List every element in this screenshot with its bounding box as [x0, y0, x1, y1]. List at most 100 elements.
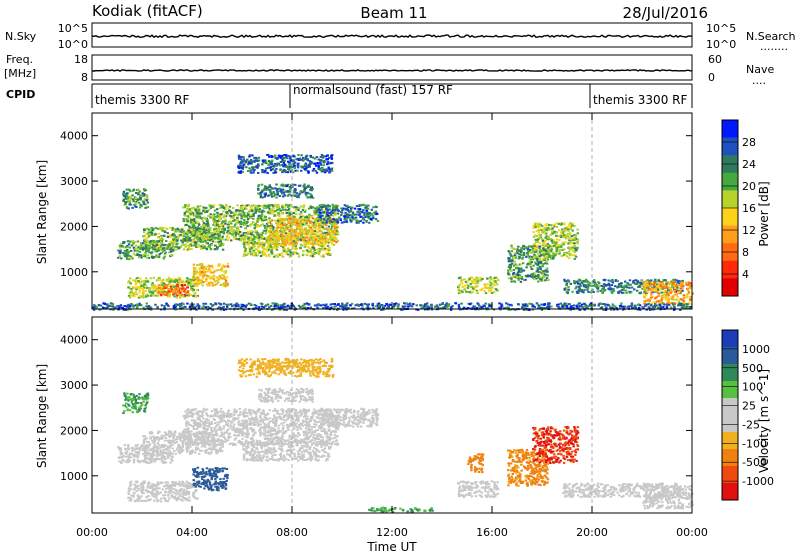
power-cell [196, 239, 200, 242]
power-cell [205, 248, 208, 251]
power-cell [250, 162, 253, 165]
power-cell [251, 168, 255, 171]
power-cell [675, 290, 679, 293]
power-cell [554, 254, 557, 257]
power-cell [545, 257, 548, 260]
power-cell [306, 158, 309, 160]
power-cell [520, 271, 523, 274]
power-cell [131, 206, 134, 209]
power-cell [233, 214, 236, 217]
power-cell [177, 286, 180, 289]
power-cell [132, 279, 135, 282]
power-cell [192, 223, 195, 226]
power-cell [277, 206, 281, 208]
power-cell [173, 292, 177, 295]
power-cell [547, 236, 550, 238]
power-cell [351, 206, 354, 209]
power-cell [133, 241, 137, 243]
power-cell [242, 160, 245, 163]
power-cell [264, 193, 267, 196]
power-cell [146, 280, 149, 283]
power-cell [288, 243, 291, 246]
power-cell [248, 170, 251, 173]
power-cell [188, 248, 191, 250]
power-cell [510, 276, 513, 279]
power-cell [190, 285, 193, 288]
power-cell [334, 238, 338, 241]
power-cell [476, 280, 479, 283]
power-cell [637, 286, 640, 288]
power-cell [221, 243, 225, 245]
power-cell [267, 253, 271, 256]
power-cell [140, 296, 143, 298]
power-cell [165, 291, 169, 294]
power-cell [210, 204, 213, 207]
power-cell [311, 246, 314, 249]
power-cell [313, 237, 316, 240]
power-cell [170, 278, 173, 281]
power-cell [170, 287, 174, 290]
power-cell [323, 231, 327, 234]
power-cell [161, 248, 164, 251]
power-cell [271, 187, 275, 190]
power-cell [336, 232, 339, 235]
power-cell [490, 292, 494, 294]
power-cell [299, 238, 303, 240]
power-cell [475, 289, 479, 292]
power-cell [563, 233, 566, 236]
power-cell [611, 279, 614, 281]
power-cell [244, 247, 248, 250]
cpid-strip: themis 3300 RF normalsound (fast) 157 RF… [91, 83, 693, 108]
power-cell [281, 185, 284, 188]
power-cell [189, 239, 192, 242]
power-cell [466, 286, 470, 289]
power-cell [217, 264, 220, 267]
power-cell [512, 271, 516, 274]
power-cell [237, 238, 240, 240]
power-cell [175, 248, 178, 251]
power-cell [562, 222, 566, 225]
power-cell [314, 207, 317, 210]
power-cell [186, 295, 189, 298]
power-cell [289, 240, 293, 243]
power-cell [200, 245, 203, 248]
power-cell [307, 196, 310, 199]
power-cell [276, 157, 279, 160]
power-cell [582, 283, 585, 286]
power-cell [638, 292, 641, 295]
power-cell [548, 224, 551, 226]
power-cell [328, 216, 331, 219]
power-cell [276, 223, 280, 226]
power-cell [580, 288, 583, 291]
power-cell [130, 290, 133, 293]
power-cell [159, 293, 163, 296]
power-cell [260, 211, 264, 214]
power-cell [320, 223, 323, 226]
power-cell [269, 210, 272, 213]
power-cell [135, 192, 138, 194]
power-cell [573, 242, 576, 245]
power-cell [316, 239, 319, 242]
power-cell [573, 239, 576, 241]
power-cell [312, 167, 316, 170]
power-cell [303, 165, 307, 168]
power-cell [224, 208, 227, 211]
power-cell [128, 292, 132, 295]
power-cell [281, 232, 285, 235]
power-cell [250, 213, 253, 216]
power-cell [352, 218, 355, 221]
power-cell [210, 264, 214, 267]
power-cell [268, 155, 271, 158]
power-cell [228, 232, 232, 235]
power-cell [331, 214, 334, 217]
power-cell [540, 254, 543, 256]
power-cell [551, 224, 555, 227]
power-cell [203, 211, 207, 214]
power-cell [331, 225, 334, 228]
power-cell [162, 287, 165, 290]
power-cell [194, 210, 197, 213]
power-cell [336, 226, 339, 229]
power-cell [186, 277, 189, 280]
power-cell [292, 219, 296, 222]
power-cell [250, 214, 253, 217]
